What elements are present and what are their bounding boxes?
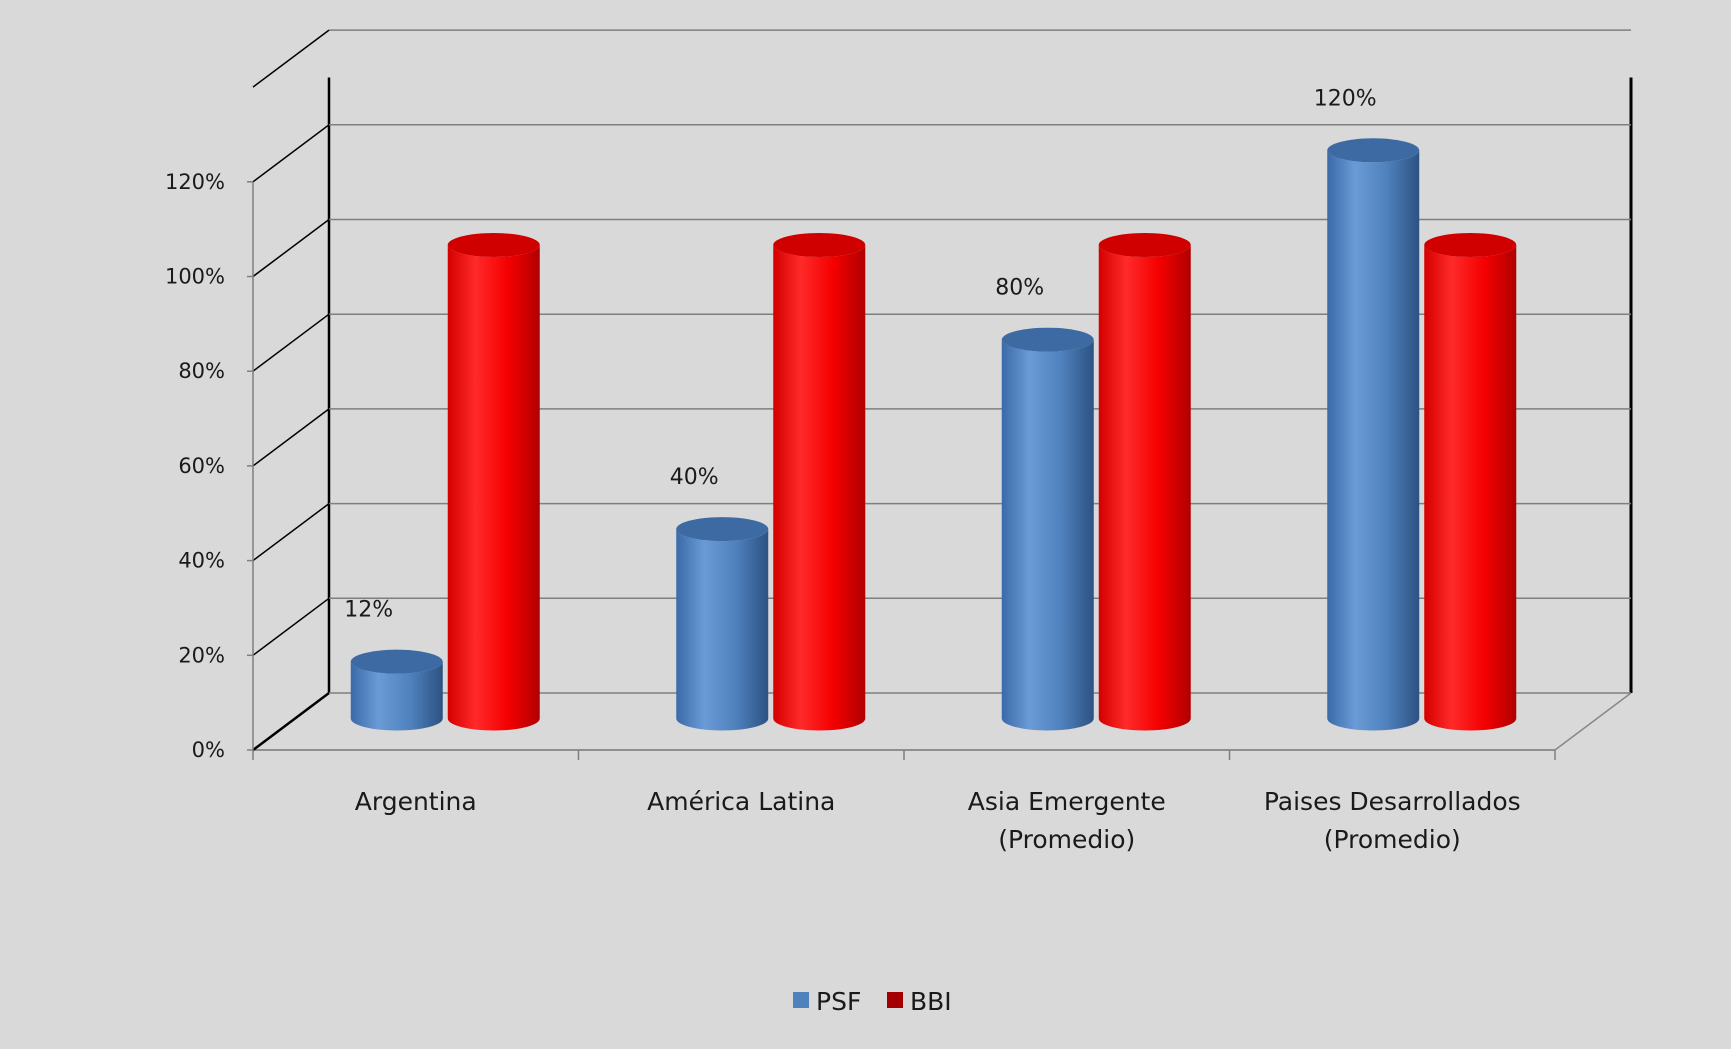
gridline-side	[252, 29, 330, 88]
bar-psf-3	[1327, 138, 1420, 731]
axes: 0% 20% 40% 60% 80% 100% 120%	[165, 170, 1556, 762]
bar-psf-1-top	[676, 517, 769, 542]
x-category-label: (Promedio)	[998, 825, 1135, 854]
bar-bbi-3-body	[1424, 245, 1517, 731]
gridline-side	[252, 124, 330, 183]
y-tick-label: 80%	[178, 359, 225, 383]
bar-bbi-3-top	[1424, 233, 1517, 257]
bar-psf-1-body	[676, 529, 769, 731]
bar-psf-3-top	[1327, 138, 1420, 163]
bar-psf-0-body	[350, 661, 443, 731]
floor-right-edge	[1554, 692, 1632, 751]
x-category-label: América Latina	[647, 787, 835, 816]
bar-bbi-3	[1424, 233, 1517, 731]
bar-psf-2-body	[1001, 339, 1094, 731]
bar-psf-3-body	[1327, 150, 1420, 731]
gridline-side	[252, 408, 330, 467]
bar-psf-0-top	[350, 649, 443, 674]
gridline-side	[252, 218, 330, 278]
bar-bbi-0-top	[447, 233, 540, 257]
bar-psf-2-top	[1001, 327, 1094, 352]
labels: 12% Argentina 40% América Latina 80% Asia Eme…	[344, 86, 1520, 854]
x-category-label: Argentina	[355, 787, 477, 816]
bar-psf-2	[1001, 327, 1094, 731]
gridline-side	[252, 313, 330, 372]
x-category-label: (Promedio)	[1324, 825, 1461, 854]
bar-psf-0	[350, 649, 443, 731]
bar-bbi-1-top	[773, 233, 866, 257]
y-tick-label: 100%	[165, 265, 225, 289]
x-category-label: Paises Desarrollados	[1264, 787, 1521, 816]
bar-bbi-2-body	[1098, 245, 1191, 731]
data-label-psf: 40%	[670, 465, 719, 490]
bar-bbi-0-body	[447, 245, 540, 731]
bar-bbi-0	[447, 233, 540, 731]
gridline-side	[252, 503, 330, 562]
y-tick-label: 0%	[192, 738, 225, 762]
data-label-psf: 80%	[995, 276, 1044, 301]
y-tick-label: 120%	[165, 170, 225, 194]
floor-left-edge	[252, 692, 330, 751]
bar-psf-1	[676, 517, 769, 731]
y-tick-label: 40%	[178, 549, 225, 573]
gridline-side	[252, 597, 330, 656]
bars	[350, 138, 1517, 731]
legend-swatch-bbi	[887, 992, 903, 1008]
data-label-psf: 120%	[1314, 86, 1377, 111]
legend-label: BBI	[910, 987, 952, 1016]
bar-bbi-1	[773, 233, 866, 731]
legend: PSF BBI	[793, 987, 952, 1016]
legend-swatch-psf	[793, 992, 809, 1008]
x-category-label: Asia Emergente	[968, 787, 1166, 816]
legend-label: PSF	[816, 987, 861, 1016]
y-tick-label: 20%	[178, 643, 225, 667]
bar-bbi-1-body	[773, 245, 866, 731]
bar-bbi-2-top	[1098, 233, 1191, 257]
bar-bbi-2	[1098, 233, 1191, 731]
data-label-psf: 12%	[344, 598, 393, 623]
y-tick-label: 60%	[178, 454, 225, 478]
